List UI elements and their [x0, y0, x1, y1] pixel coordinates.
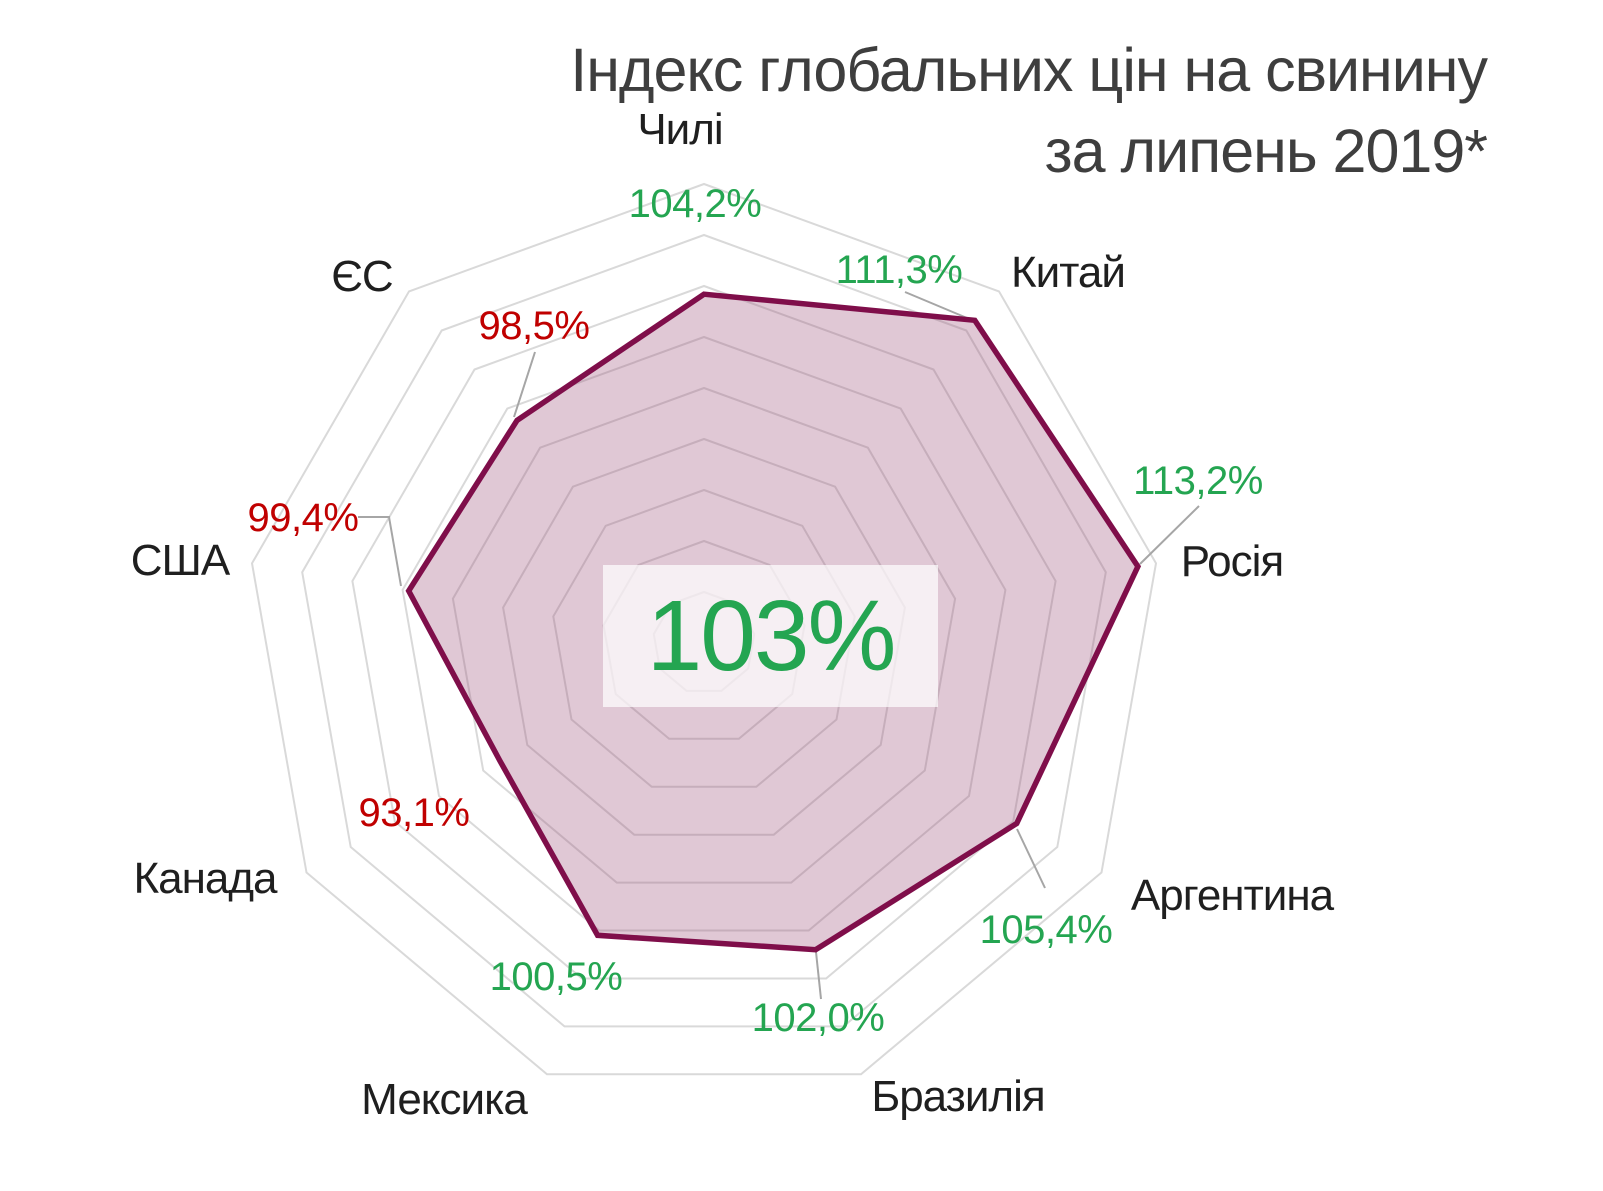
category-label-china: Китай	[1011, 248, 1126, 297]
category-label-argentina: Аргентина	[1130, 871, 1334, 920]
value-label-eu: 98,5%	[478, 304, 590, 348]
center-value-label: 103%	[646, 579, 897, 692]
chart-title-line2: за липень 2019*	[1044, 117, 1488, 185]
category-label-mexico: Мексика	[361, 1075, 528, 1124]
category-label-usa: США	[130, 536, 230, 585]
category-label-eu: ЄС	[331, 252, 393, 301]
value-label-usa: 99,4%	[247, 496, 359, 540]
leader-lines	[358, 291, 1200, 1000]
chart-title-line1: Індекс глобальних цін на свинину	[570, 36, 1488, 104]
category-label-russia: Росія	[1180, 537, 1284, 586]
value-label-brazil: 102,0%	[751, 996, 885, 1040]
value-label-russia: 113,2%	[1133, 459, 1263, 503]
category-label-chile: Чилі	[637, 105, 723, 154]
value-label-china: 111,3%	[835, 248, 963, 292]
value-label-argentina: 105,4%	[979, 908, 1113, 952]
center-value-box: 103%	[603, 565, 938, 707]
value-label-chile: 104,2%	[628, 182, 762, 226]
value-label-mexico: 100,5%	[489, 955, 623, 999]
category-label-brazil: Бразилія	[871, 1072, 1045, 1121]
value-label-canada: 93,1%	[358, 791, 470, 835]
chart-title: Індекс глобальних цін на свинину за липе…	[570, 30, 1488, 192]
category-label-canada: Канада	[133, 854, 277, 903]
